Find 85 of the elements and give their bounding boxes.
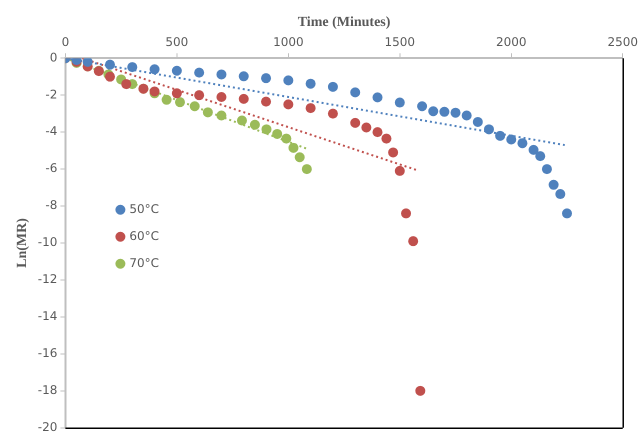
point — [472, 116, 483, 127]
x-tick-label: 2500 — [607, 35, 638, 50]
point — [495, 130, 506, 141]
point — [150, 64, 160, 74]
point — [283, 99, 294, 110]
point — [517, 138, 528, 148]
point — [261, 96, 272, 107]
point — [328, 108, 338, 119]
point — [428, 106, 438, 116]
y-tick-label: -4 — [45, 124, 58, 138]
point — [415, 386, 426, 396]
point — [408, 236, 418, 246]
x-axis-title: Time (Minutes) — [298, 15, 391, 30]
point — [121, 79, 132, 90]
point — [172, 66, 182, 76]
point — [548, 180, 559, 190]
y-tick-label: -16 — [38, 346, 58, 360]
point — [506, 134, 516, 145]
point — [555, 189, 566, 200]
y-tick-label: -12 — [38, 272, 58, 286]
point — [542, 164, 552, 174]
point — [350, 118, 360, 128]
point — [162, 94, 172, 105]
point — [283, 75, 294, 86]
point — [372, 127, 383, 138]
point — [216, 110, 226, 120]
y-tick-label: -14 — [38, 309, 58, 324]
x-tick-label: 1500 — [384, 35, 416, 50]
point — [562, 208, 572, 218]
point — [439, 106, 450, 117]
y-tick-label: -10 — [38, 235, 58, 250]
x-tick-label: 2000 — [496, 35, 527, 50]
point — [394, 98, 405, 108]
point — [528, 144, 539, 155]
y-tick-label: -20 — [38, 420, 58, 434]
point — [372, 92, 383, 102]
point — [484, 124, 494, 134]
point — [104, 72, 115, 82]
point — [172, 88, 182, 98]
point — [388, 147, 398, 158]
point — [306, 78, 316, 89]
y-tick-label: -8 — [45, 198, 58, 212]
point — [450, 108, 461, 118]
legend-label: 50°C — [129, 202, 160, 216]
point — [281, 134, 292, 144]
point — [288, 142, 298, 153]
point — [238, 94, 249, 104]
x-tick-label: 500 — [165, 35, 188, 50]
point — [272, 128, 282, 139]
point — [174, 97, 185, 108]
y-tick-label: -2 — [45, 87, 58, 102]
point — [350, 87, 360, 98]
point — [302, 164, 312, 174]
point — [306, 103, 316, 114]
point — [194, 90, 204, 100]
point — [250, 120, 260, 130]
point — [328, 82, 338, 92]
point — [127, 62, 138, 72]
point — [261, 73, 272, 84]
legend-label: 60°C — [129, 228, 160, 243]
point — [216, 92, 226, 102]
point — [535, 151, 546, 162]
point — [236, 115, 247, 126]
legend-label: 70°C — [129, 256, 160, 270]
point — [238, 71, 249, 82]
point — [361, 122, 372, 132]
point — [216, 69, 226, 80]
x-tick-label: 0 — [62, 35, 70, 50]
point — [104, 60, 115, 70]
point — [462, 110, 472, 120]
point — [381, 134, 392, 144]
point — [202, 107, 213, 118]
point — [194, 68, 204, 78]
point — [394, 166, 405, 176]
y-tick-label: -18 — [38, 382, 58, 397]
point — [417, 101, 428, 112]
point — [82, 58, 93, 67]
point — [294, 152, 305, 162]
y-tick-label: 0 — [50, 50, 58, 64]
y-tick-label: -6 — [45, 161, 58, 176]
x-tick-label: 1000 — [273, 35, 304, 50]
point — [261, 124, 272, 134]
point — [190, 101, 200, 112]
y-axis-title: Ln(MR) — [15, 218, 30, 268]
point — [401, 208, 412, 218]
